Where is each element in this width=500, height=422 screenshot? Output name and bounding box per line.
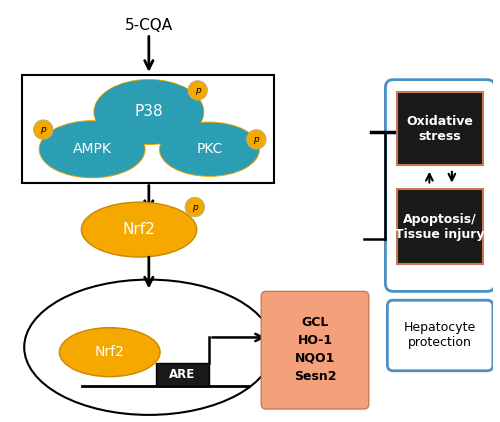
FancyBboxPatch shape: [262, 291, 369, 409]
FancyBboxPatch shape: [22, 75, 274, 183]
Circle shape: [185, 197, 204, 217]
Circle shape: [188, 81, 208, 100]
Circle shape: [34, 120, 53, 139]
FancyBboxPatch shape: [156, 363, 210, 387]
Text: p: p: [195, 86, 200, 95]
Text: ARE: ARE: [169, 368, 195, 381]
Ellipse shape: [95, 81, 202, 143]
Text: Nrf2: Nrf2: [122, 222, 156, 237]
Text: Hepatocyte
protection: Hepatocyte protection: [404, 322, 476, 349]
Text: AMPK: AMPK: [72, 142, 112, 156]
Ellipse shape: [61, 329, 158, 375]
Ellipse shape: [24, 280, 274, 415]
Ellipse shape: [160, 122, 260, 176]
Text: p: p: [254, 135, 259, 144]
Text: GCL
HO-1
NQO1
Sesn2: GCL HO-1 NQO1 Sesn2: [294, 316, 337, 383]
Text: PKC: PKC: [196, 142, 222, 156]
FancyBboxPatch shape: [386, 80, 495, 291]
Ellipse shape: [160, 123, 258, 175]
FancyBboxPatch shape: [388, 300, 493, 371]
FancyBboxPatch shape: [397, 189, 483, 264]
Ellipse shape: [94, 80, 204, 144]
Ellipse shape: [40, 121, 145, 178]
Ellipse shape: [60, 327, 160, 377]
Text: p: p: [40, 125, 46, 134]
Text: 5-CQA: 5-CQA: [125, 18, 173, 33]
Text: Nrf2: Nrf2: [95, 345, 124, 359]
Text: Oxidative
stress: Oxidative stress: [406, 115, 474, 143]
Circle shape: [246, 130, 266, 149]
Ellipse shape: [83, 204, 196, 256]
Text: P38: P38: [134, 105, 163, 119]
Ellipse shape: [95, 81, 202, 143]
Text: Apoptosis/
Tissue injury: Apoptosis/ Tissue injury: [396, 213, 485, 241]
Ellipse shape: [40, 122, 144, 177]
Ellipse shape: [82, 202, 196, 257]
FancyBboxPatch shape: [397, 92, 483, 165]
Text: p: p: [192, 203, 198, 211]
